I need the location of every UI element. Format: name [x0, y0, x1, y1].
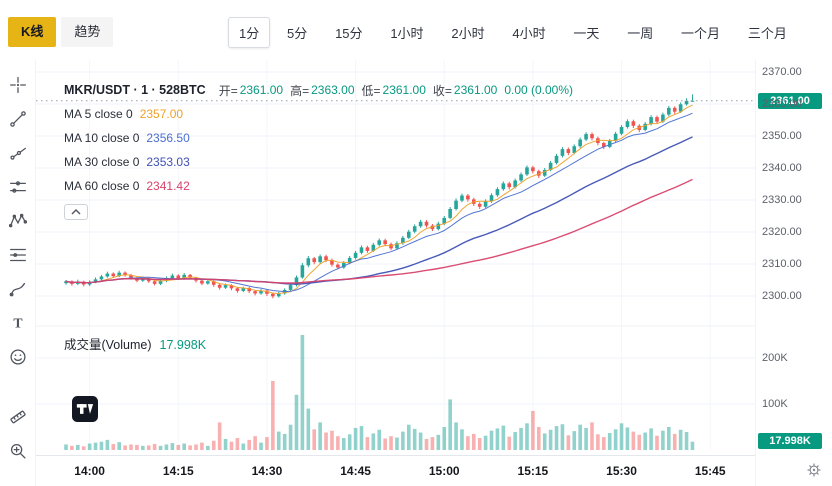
time-axis[interactable]: 14:00 14:15 14:30 14:45 15:00 15:15 15:30 15:45: [36, 455, 755, 486]
open-label: 开=: [218, 83, 238, 98]
trend-line-tool-button[interactable]: [3, 104, 33, 134]
interval-tab-1m[interactable]: 1分: [228, 16, 271, 48]
interval-tab-1w[interactable]: 一周: [627, 25, 654, 41]
crosshair-tool-button[interactable]: [3, 70, 33, 100]
interval-tab-1mo[interactable]: 一个月: [681, 25, 721, 41]
settings-icon[interactable]: [805, 461, 823, 479]
ma60-label: MA 60 close 0: [64, 179, 140, 193]
ma30-label: MA 30 close 0: [64, 155, 140, 169]
horizontal-lines-tool-button[interactable]: [3, 172, 33, 202]
zoom-in-tool-button[interactable]: [3, 436, 33, 466]
brush-tool-button[interactable]: [3, 274, 33, 304]
topbar: K线 趋势 1分 5分 15分 1小时 2小时 4小时 一天 一周 一个月 三个月: [0, 0, 832, 60]
price-axis-label: 2300.00: [762, 290, 802, 302]
volume-title: 成交量(Volume): [64, 338, 152, 352]
fib-retracement-tool-button[interactable]: [3, 240, 33, 270]
interval-tab-4h[interactable]: 4小时: [512, 25, 546, 41]
interval-tab-2h[interactable]: 2小时: [451, 25, 485, 41]
price-axis-label: 2340.00: [762, 162, 802, 174]
price-axis[interactable]: 2361.00 17.998K 2370.00 2360.00 2350.00 234…: [755, 60, 832, 486]
time-axis-label: 15:00: [428, 464, 460, 478]
crosshair-icon: [9, 77, 26, 93]
brush-icon: [9, 282, 25, 297]
volume-pane-header: 成交量(Volume) 17.998K: [64, 334, 206, 353]
last-price-badge: 2361.00: [758, 92, 822, 109]
chart-canvas[interactable]: [36, 60, 755, 455]
text-tool-button[interactable]: T: [3, 308, 33, 338]
low-value: 2361.00: [382, 83, 426, 97]
price-axis-label: 2310.00: [762, 258, 802, 270]
tradingview-logo[interactable]: [72, 396, 98, 422]
ruler-icon: [9, 410, 26, 424]
interval-tab-15m[interactable]: 15分: [335, 25, 363, 41]
volume-axis-label: 100K: [762, 398, 788, 410]
interval-tab-3mo[interactable]: 三个月: [747, 25, 787, 41]
ma30-value: 2353.03: [146, 155, 190, 169]
ma10-label: MA 10 close 0: [64, 131, 140, 145]
mode-tab-kline[interactable]: K线: [8, 17, 57, 47]
price-axis-label: 2360.00: [762, 98, 802, 110]
ray-line-icon: [9, 147, 26, 160]
time-axis-label: 14:45: [340, 464, 371, 478]
time-axis-label: 15:45: [694, 464, 726, 478]
price-axis-label: 2330.00: [762, 194, 802, 206]
close-value: 2361.00: [453, 83, 498, 97]
ma10-value: 2356.50: [146, 131, 190, 145]
mode-tab-trend[interactable]: 趋势: [61, 17, 114, 47]
fib-retracement-icon: [9, 248, 26, 262]
xabcd-pattern-icon: [8, 213, 27, 228]
time-axis-label: 14:00: [74, 464, 105, 478]
ma5-value: 2357.00: [139, 107, 184, 121]
ma60-value: 2341.42: [146, 179, 190, 193]
interval-tab-1h[interactable]: 1小时: [390, 25, 424, 41]
zoom-in-icon: [10, 443, 26, 459]
close-label: 收=: [432, 83, 452, 98]
trend-line-icon: [9, 111, 26, 127]
ray-line-tool-button[interactable]: [3, 138, 33, 168]
time-axis-label: 15:30: [606, 464, 637, 478]
horizontal-lines-icon: [9, 181, 26, 193]
price-axis-label: 2370.00: [762, 66, 802, 78]
chart-legend: MKR/USDT · 1 · 528BTC 开= 2361.00 高= 2363.0…: [64, 78, 573, 220]
collapse-indicators-button[interactable]: [64, 204, 88, 220]
xabcd-pattern-tool-button[interactable]: [3, 206, 33, 236]
volume-value: 17.998K: [159, 338, 207, 352]
mode-tabs: K线 趋势: [8, 17, 114, 47]
ma5-label: MA 5 close 0: [64, 107, 133, 121]
svg-text:T: T: [13, 316, 22, 331]
emoji-icon: [9, 349, 26, 365]
symbol-title: MKR/USDT · 1 · 528BTC: [64, 83, 206, 97]
open-value: 2361.00: [239, 83, 284, 97]
interval-tab-1d[interactable]: 一天: [573, 25, 600, 41]
chart-region: MKR/USDT · 1 · 528BTC 开= 2361.00 高= 2363.0…: [36, 60, 755, 486]
text-icon: T: [13, 316, 22, 331]
price-axis-label: 2350.00: [762, 130, 802, 142]
emoji-tool-button[interactable]: [3, 342, 33, 372]
time-axis-label: 14:30: [251, 464, 283, 478]
ruler-tool-button[interactable]: [3, 402, 33, 432]
time-axis-label: 15:15: [517, 464, 549, 478]
interval-tab-5m[interactable]: 5分: [287, 25, 308, 41]
time-axis-label: 14:15: [162, 464, 194, 478]
low-label: 低=: [361, 83, 381, 98]
high-label: 高=: [290, 83, 310, 98]
last-volume-badge: 17.998K: [758, 432, 822, 449]
price-axis-label: 2320.00: [762, 226, 802, 238]
high-value: 2363.00: [311, 83, 355, 97]
interval-tabs: 1分 5分 15分 1小时 2小时 4小时 一天 一周 一个月 三个月: [228, 16, 798, 48]
chevron-up-icon: [71, 208, 81, 215]
volume-axis-label: 200K: [762, 352, 788, 364]
drawing-toolbar: T: [0, 60, 36, 486]
change-value: 0.00 (0.00%): [504, 83, 574, 97]
